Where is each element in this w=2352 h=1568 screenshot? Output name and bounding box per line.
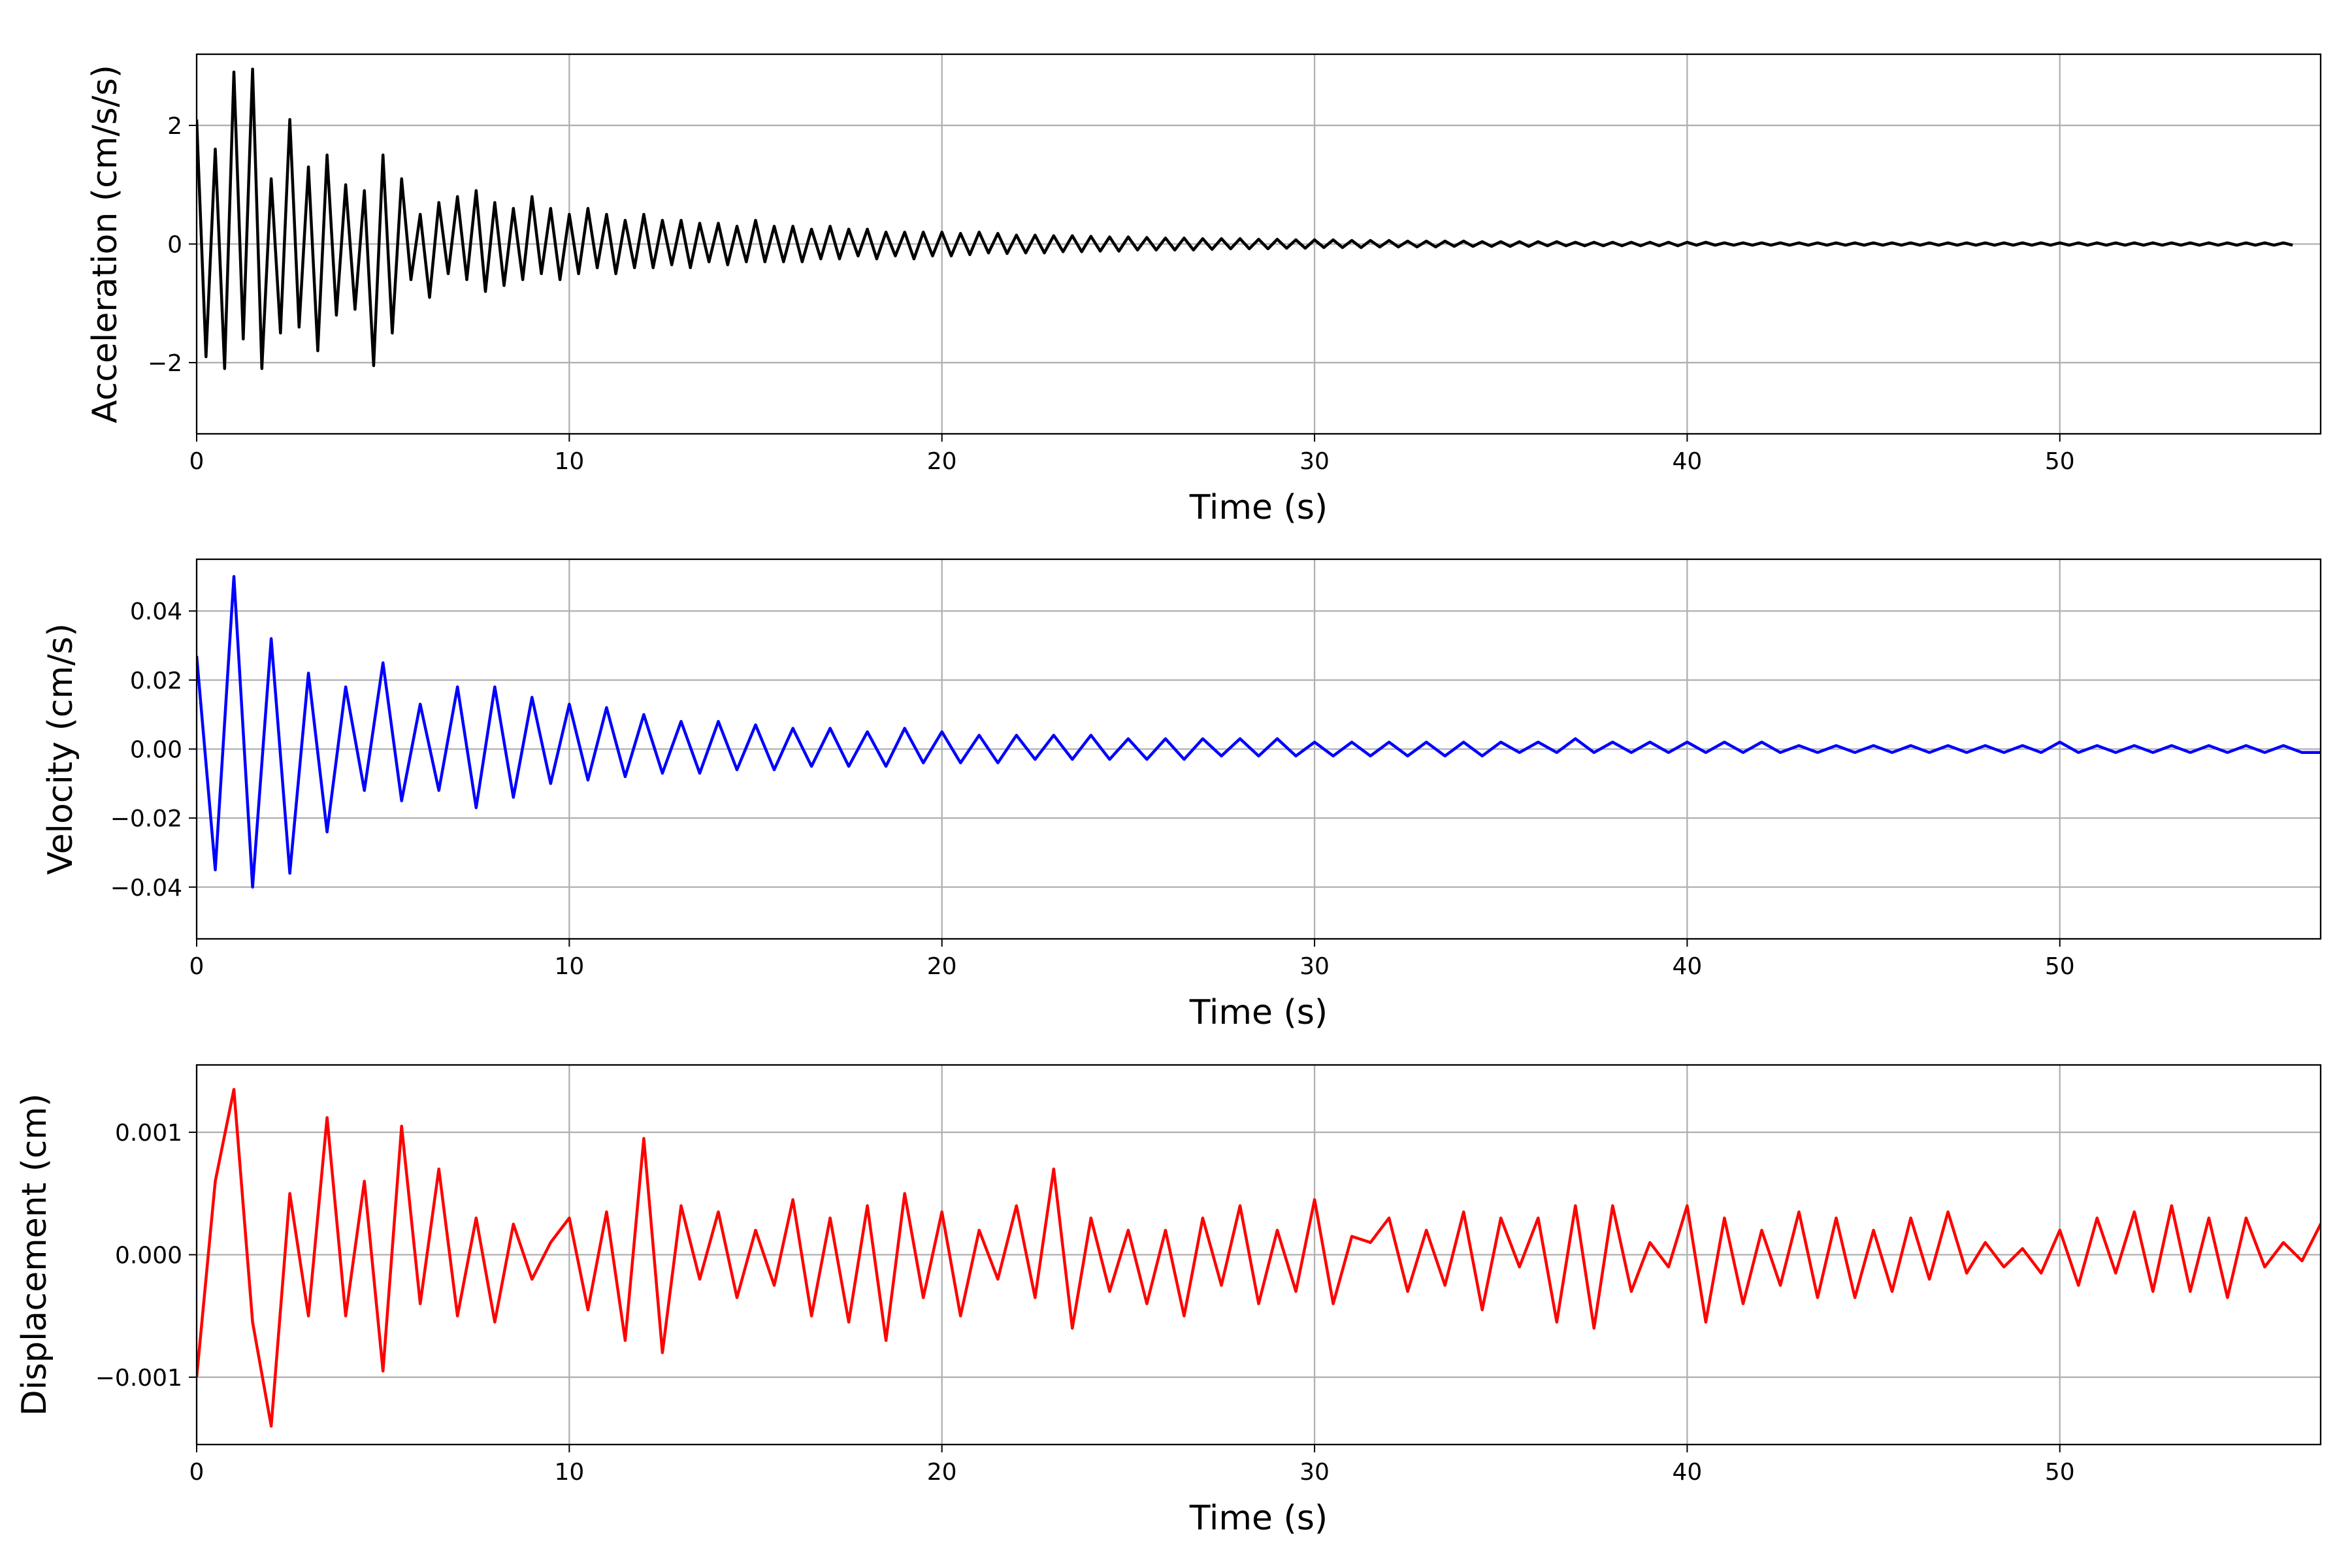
x-tick-label: 20 <box>927 448 957 475</box>
x-tick-label: 0 <box>189 1459 204 1486</box>
y-tick-label: 0.04 <box>130 598 182 625</box>
x-tick-label: 30 <box>1299 448 1330 475</box>
x-tick-label: 40 <box>1672 953 1702 980</box>
acceleration-line <box>197 67 2293 370</box>
axes-frame <box>195 53 2322 435</box>
x-tick-label: 10 <box>554 953 584 980</box>
acceleration-chart: 0 10 20 30 40 50 −2 0 2 Time (s) Acceleration (cm/… <box>86 53 2322 527</box>
x-tick-label: 40 <box>1672 448 1702 475</box>
x-tick-label: 20 <box>927 1459 957 1486</box>
x-tick-label: 0 <box>189 448 204 475</box>
velocity-chart: 0 10 20 30 40 50 −0.04 −0.02 0.00 0.02 0.04 Time (s… <box>41 558 2322 1032</box>
y-axis-label: Displacement (cm) <box>15 1094 54 1416</box>
y-tick-label: 0 <box>167 232 182 259</box>
y-tick-label: 0.00 <box>130 737 182 764</box>
x-tick-label: 0 <box>189 953 204 980</box>
y-tick-label: 2 <box>167 113 182 140</box>
velocity-line <box>197 575 2321 889</box>
displacement-chart: 0 10 20 30 40 50 −0.001 0.000 0.001 Time (s) Displ… <box>15 1064 2322 1538</box>
y-tick-label: −0.02 <box>110 806 182 832</box>
x-tick-label: 50 <box>2045 953 2075 980</box>
y-tick-label: 0.02 <box>130 668 182 694</box>
x-tick-label: 30 <box>1299 1459 1330 1486</box>
x-axis-label: Time (s) <box>1189 1499 1328 1538</box>
x-axis-label: Time (s) <box>1189 488 1328 527</box>
x-tick-label: 40 <box>1672 1459 1702 1486</box>
x-tick-label: 50 <box>2045 1459 2075 1486</box>
y-tick-label: −2 <box>148 350 182 377</box>
displacement-line <box>197 1088 2321 1428</box>
x-tick-label: 10 <box>554 1459 584 1486</box>
axes-frame <box>195 558 2322 940</box>
x-tick-label: 10 <box>554 448 584 475</box>
y-axis-label: Velocity (cm/s) <box>41 623 80 875</box>
y-tick-label: −0.001 <box>95 1365 182 1392</box>
y-tick-label: 0.000 <box>115 1243 182 1269</box>
x-tick-label: 50 <box>2045 448 2075 475</box>
y-tick-label: −0.04 <box>110 875 182 902</box>
x-tick-label: 20 <box>927 953 957 980</box>
axes-frame <box>195 1064 2322 1446</box>
y-axis-label: Acceleration (cm/s/s) <box>86 65 125 423</box>
x-axis-label: Time (s) <box>1189 993 1328 1032</box>
y-tick-label: 0.001 <box>115 1120 182 1147</box>
x-tick-label: 30 <box>1299 953 1330 980</box>
